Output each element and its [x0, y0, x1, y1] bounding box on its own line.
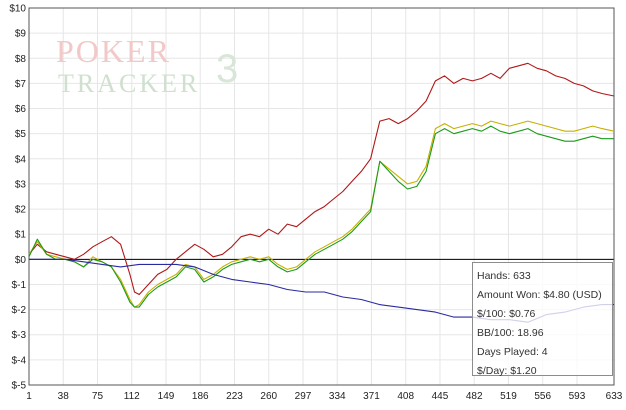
x-tick-label-5: 186 — [192, 391, 209, 402]
y-tick-label-1: $9 — [15, 29, 27, 40]
watermark-line2: TRACKER — [58, 69, 200, 98]
y-tick-label-0: $10 — [9, 4, 26, 15]
series-line-0 — [28, 62, 615, 296]
y-tick-label-2: $8 — [15, 54, 27, 65]
x-tick-label-2: 75 — [92, 391, 104, 402]
x-tick-label-1: 38 — [58, 391, 70, 402]
x-tick-label-12: 445 — [432, 391, 449, 402]
x-tick-label-3: 112 — [124, 391, 140, 402]
poker-tracker-watermark: POKER TRACKER 3 — [48, 22, 248, 102]
y-tick-label-15: $-5 — [12, 381, 27, 392]
y-tick-label-3: $7 — [15, 79, 27, 90]
y-tick-label-4: $6 — [15, 104, 27, 115]
per-100-stat: $/100: $0.76 — [477, 308, 536, 320]
per-day-stat: $/Day: $1.20 — [477, 365, 537, 377]
hands-stat: Hands: 633 — [477, 270, 531, 282]
y-tick-label-5: $5 — [15, 129, 27, 140]
y-tick-label-13: $-3 — [12, 330, 27, 341]
x-tick-label-16: 593 — [569, 391, 586, 402]
y-tick-label-8: $2 — [15, 205, 27, 216]
watermark-line1: POKER — [56, 33, 171, 69]
series-line-1 — [28, 120, 615, 308]
x-tick-label-4: 149 — [158, 391, 175, 402]
bb-100-stat: BB/100: 18.96 — [477, 327, 544, 339]
y-tick-labels: $10 $9 $8 $7 $6 $5 $4 $3 $2 $1 $0 $-1 $-2 $-3 $-4 $-5 — [9, 4, 26, 392]
x-tick-label-14: 519 — [500, 391, 517, 402]
stats-tooltip: Hands: 633 Amount Won: $4.80 (USD) $/100… — [472, 262, 613, 377]
y-tick-label-6: $4 — [15, 154, 27, 165]
plot-border — [28, 7, 615, 386]
y-tick-label-10: $0 — [15, 255, 27, 266]
amount-won-stat: Amount Won: $4.80 (USD) — [477, 289, 602, 301]
y-tick-label-7: $3 — [15, 179, 27, 190]
series-line-2 — [28, 125, 614, 308]
y-tick-label-9: $1 — [15, 230, 27, 241]
x-tick-label-15: 556 — [534, 391, 551, 402]
days-played-stat: Days Played: 4 — [477, 346, 548, 358]
x-tick-label-11: 408 — [397, 391, 414, 402]
y-tick-label-12: $-2 — [12, 305, 27, 316]
x-tick-label-13: 482 — [466, 391, 483, 402]
chart-axes — [28, 7, 615, 386]
x-tick-label-6: 223 — [226, 391, 243, 402]
x-tick-labels: 1 38 75 112 149 186 223 260 297 334 371 408 445 482 51… — [26, 391, 623, 402]
x-tick-label-17: 633 — [606, 391, 623, 402]
x-tick-label-8: 297 — [295, 391, 312, 402]
y-tick-label-11: $-1 — [12, 280, 27, 291]
watermark-number: 3 — [216, 47, 238, 91]
x-tick-label-10: 371 — [363, 391, 380, 402]
y-tick-label-14: $-4 — [12, 355, 27, 366]
x-tick-label-7: 260 — [260, 391, 277, 402]
x-tick-label-9: 334 — [329, 391, 346, 402]
x-tick-label-0: 1 — [26, 391, 32, 402]
